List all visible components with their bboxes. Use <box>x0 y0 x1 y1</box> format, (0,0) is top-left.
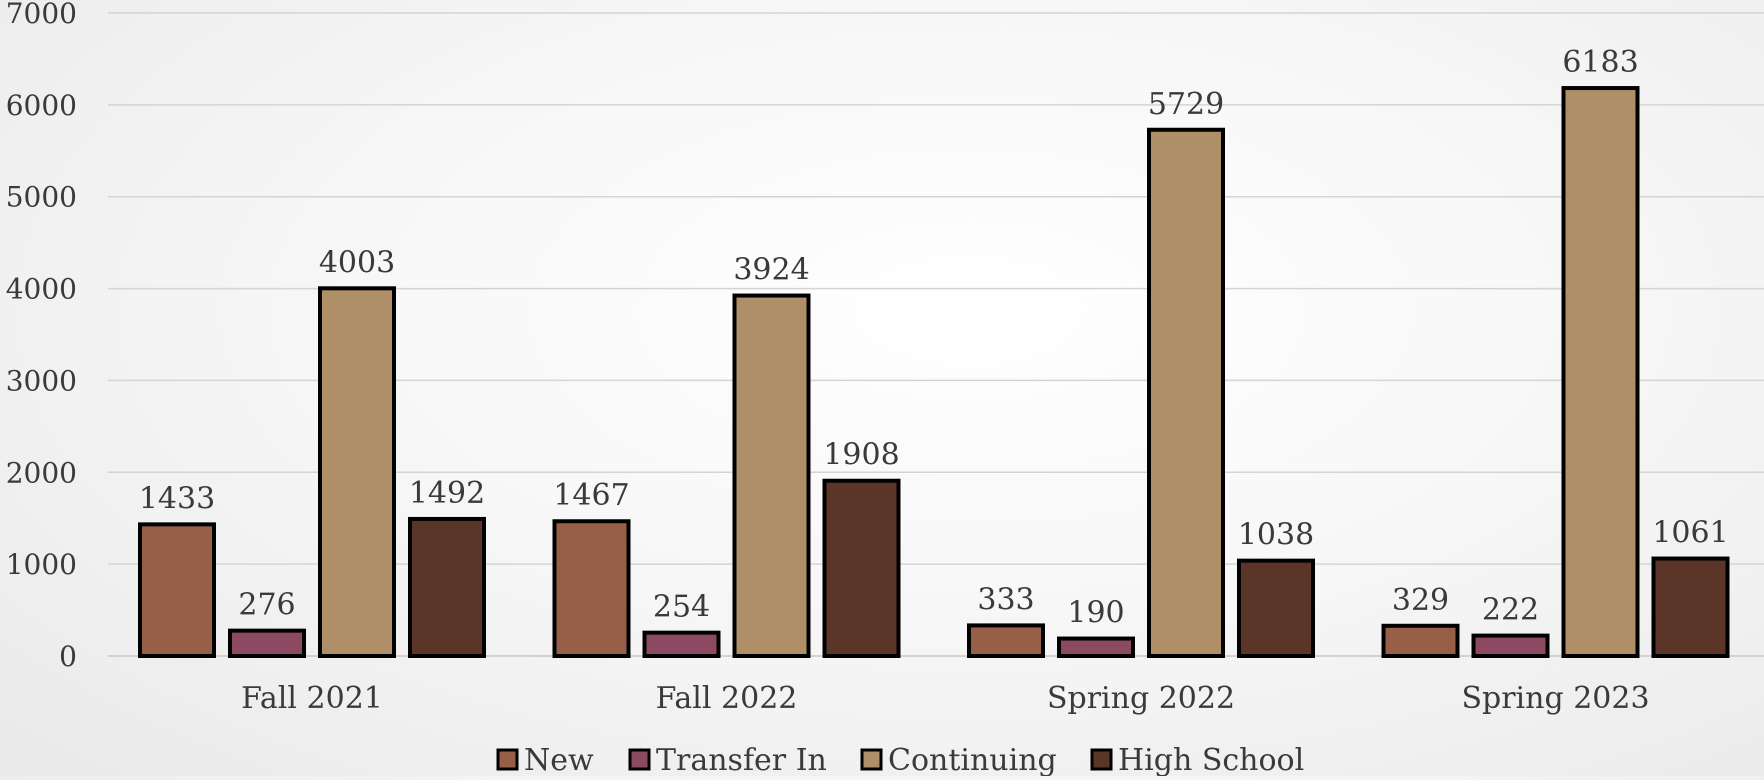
legend-swatch <box>628 748 651 771</box>
data-label: 333 <box>977 582 1034 617</box>
bar-continuing[interactable] <box>318 286 396 658</box>
data-label: 5729 <box>1148 87 1224 122</box>
legend-swatch <box>860 748 883 771</box>
y-tick-label: 2000 <box>6 456 77 489</box>
data-label: 1038 <box>1238 518 1314 553</box>
x-category-label: Fall 2022 <box>656 681 798 716</box>
y-tick-label: 1000 <box>6 548 77 581</box>
legend-label: Continuing <box>888 743 1057 776</box>
legend-swatch <box>496 748 519 771</box>
data-label: 1908 <box>823 438 899 473</box>
legend-label: Transfer In <box>656 743 827 776</box>
legend-item-transfer-in[interactable]: Transfer In <box>628 743 827 778</box>
bar-new[interactable] <box>552 519 631 658</box>
y-tick-label: 4000 <box>6 273 77 306</box>
bar-continuing[interactable] <box>1561 86 1640 658</box>
bar-high-school[interactable] <box>1651 556 1730 658</box>
bar-high-school[interactable] <box>408 516 486 659</box>
bar-new[interactable] <box>967 623 1045 658</box>
x-category-label: Spring 2023 <box>1461 681 1649 716</box>
legend-label: High School <box>1118 743 1304 776</box>
y-tick-label: 5000 <box>6 181 77 214</box>
x-category-label: Fall 2021 <box>241 681 383 716</box>
bar-high-school[interactable] <box>822 478 901 658</box>
legend-item-high-school[interactable]: High School <box>1090 743 1304 778</box>
data-label: 1467 <box>553 478 629 513</box>
bar-transfer-in[interactable] <box>642 630 721 658</box>
y-tick-label: 0 <box>59 640 77 673</box>
legend-item-new[interactable]: New <box>496 743 594 778</box>
legend-label: New <box>524 743 594 776</box>
y-tick-label: 6000 <box>6 89 77 122</box>
legend-item-continuing[interactable]: Continuing <box>860 743 1057 778</box>
data-label: 254 <box>653 590 710 625</box>
data-label: 4003 <box>319 245 395 280</box>
bar-transfer-in[interactable] <box>1471 633 1550 659</box>
bar-transfer-in[interactable] <box>228 628 306 658</box>
legend-swatch <box>1090 748 1113 771</box>
bar-transfer-in[interactable] <box>1057 636 1135 658</box>
bar-new[interactable] <box>138 522 216 658</box>
data-label: 329 <box>1392 583 1449 618</box>
bar-continuing[interactable] <box>732 293 811 658</box>
data-label: 6183 <box>1562 45 1638 80</box>
data-label: 190 <box>1067 596 1124 631</box>
y-axis-tick-labels: 0 1000 2000 3000 4000 5000 6000 7000 <box>6 0 77 673</box>
bar-high-school[interactable] <box>1237 558 1315 658</box>
x-category-label: Spring 2022 <box>1047 681 1235 716</box>
y-tick-label: 3000 <box>6 364 77 397</box>
data-labels: 1433 276 4003 1492 1467 254 3924 1908 333 190 5729… <box>139 45 1729 630</box>
legend[interactable]: New Transfer In Continuing High School <box>496 743 1304 778</box>
data-label: 1492 <box>409 476 485 511</box>
data-label: 276 <box>238 588 295 623</box>
data-label: 3924 <box>733 253 809 288</box>
bar-new[interactable] <box>1381 623 1460 658</box>
bar-continuing[interactable] <box>1147 127 1225 658</box>
bars <box>138 86 1730 659</box>
data-label: 1061 <box>1652 516 1728 551</box>
x-axis-category-labels: Fall 2021 Fall 2022 Spring 2022 Spring 2023 <box>241 681 1649 716</box>
data-label: 222 <box>1482 593 1539 628</box>
y-tick-label: 7000 <box>6 0 77 30</box>
data-label: 1433 <box>139 481 215 516</box>
